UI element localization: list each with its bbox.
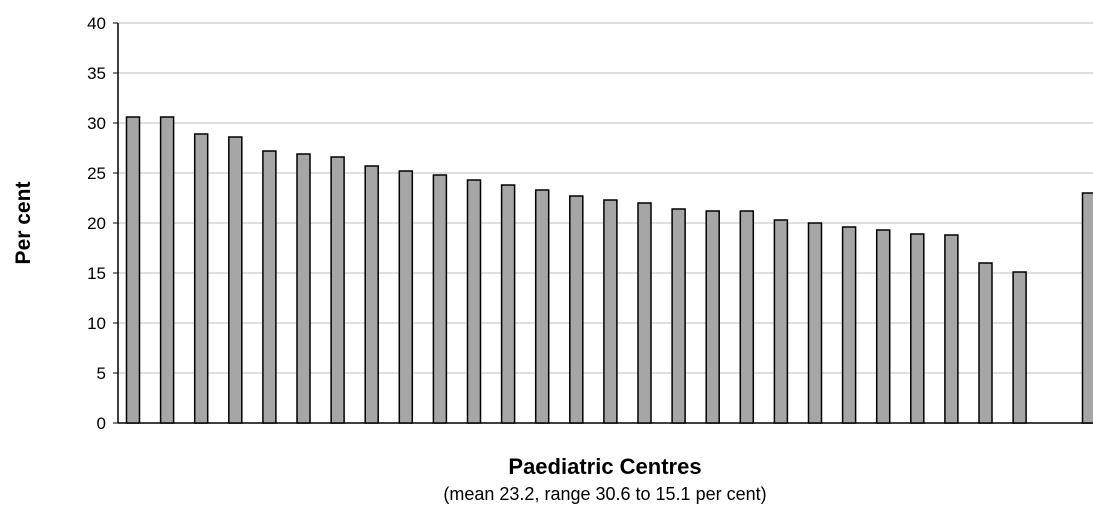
- bar: [739, 210, 755, 424]
- y-tick-label: 30: [87, 114, 106, 133]
- bars: [125, 116, 1093, 424]
- bar: [705, 210, 720, 424]
- bar: [228, 136, 243, 424]
- y-axis-label: Per cent: [12, 182, 35, 265]
- bar: [978, 262, 993, 424]
- y-tick-label: 40: [87, 14, 106, 33]
- bar: [944, 234, 959, 424]
- bar: [841, 226, 857, 424]
- x-axis-label: Paediatric Centres: [508, 454, 701, 479]
- mean-bar: [1081, 192, 1093, 424]
- y-tick-label: 15: [87, 264, 106, 283]
- y-axis-ticks: 0 5 10 15 20 25 30 35 40: [87, 14, 118, 433]
- bar: [398, 170, 414, 424]
- bar: [330, 156, 345, 424]
- bar: [262, 150, 277, 424]
- bar: [671, 208, 686, 424]
- bar: [875, 229, 891, 424]
- bar: [637, 202, 652, 424]
- y-tick-label: 25: [87, 164, 106, 183]
- bar: [125, 116, 141, 424]
- y-tick-label: 0: [97, 414, 106, 433]
- y-tick-label: 35: [87, 64, 106, 83]
- bar: [500, 184, 516, 424]
- y-tick-label: 5: [97, 364, 106, 383]
- bar: [193, 133, 209, 424]
- bar: [364, 165, 379, 424]
- bar: [296, 153, 311, 424]
- bar: [569, 195, 584, 424]
- y-tick-label: 10: [87, 314, 106, 333]
- bar: [603, 199, 618, 424]
- bar: [910, 233, 925, 424]
- bar: [534, 189, 550, 424]
- y-tick-label: 20: [87, 214, 106, 233]
- bar: [466, 179, 482, 424]
- bar: [807, 222, 823, 424]
- bar: [432, 174, 448, 424]
- bar: [159, 116, 175, 424]
- x-axis-note: (mean 23.2, range 30.6 to 15.1 per cent): [443, 484, 766, 504]
- bar: [773, 219, 789, 424]
- bar: [1012, 271, 1027, 424]
